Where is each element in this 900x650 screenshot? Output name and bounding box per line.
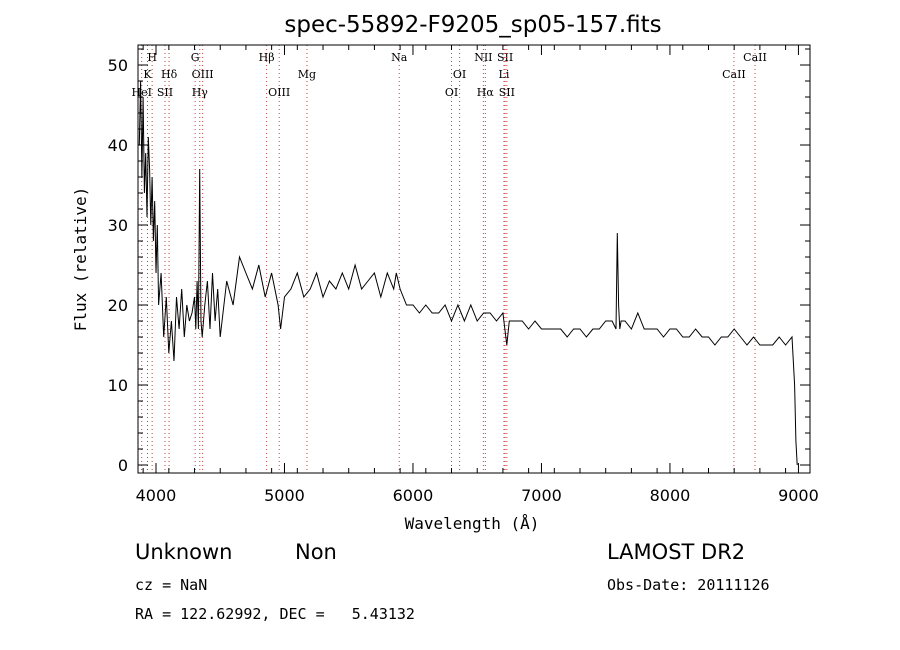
spectral-line-label: Li [499,68,510,81]
ra-dec-coordinates: RA = 122.62992, DEC = 5.43132 [135,605,415,623]
spectral-line-label: SII [157,86,173,99]
x-tick-label: 7000 [521,486,562,505]
spectral-line-label: OI [453,68,466,81]
redshift-cz: cz = NaN [135,576,208,594]
x-tick-label: 9000 [778,486,819,505]
y-tick-label: 0 [118,456,128,475]
x-tick-label: 4000 [136,486,177,505]
survey-name: LAMOST DR2 [607,540,746,564]
object-subclass: Non [295,540,337,564]
object-class: Unknown [135,540,233,564]
spectral-line-label: CaII [743,51,767,64]
chart-title: spec-55892-F9205_sp05-157.fits [284,12,661,38]
axis-ticks: 4000 5000 6000 7000 8000 9000 0 10 20 30 40 50 [108,45,819,505]
x-axis-label: Wavelength (Å) [405,514,540,533]
x-tick-label: 5000 [264,486,305,505]
y-tick-label: 30 [108,216,128,235]
spectrum-series-line [138,80,798,466]
plot-frame [137,44,811,474]
spectral-line-label: Hγ [192,86,209,99]
x-tick-label: 8000 [650,486,691,505]
spectral-line-label: OIII [192,68,214,81]
y-axis-label: Flux (relative) [71,187,90,332]
observation-date: Obs-Date: 20111126 [607,576,770,594]
spectral-line-label: Mg [298,68,316,81]
x-tick-label: 6000 [393,486,434,505]
spectral-line-label: NII [474,51,492,64]
spectral-line-label: SII [497,51,513,64]
spectral-line-label: H [147,51,157,64]
y-tick-label: 50 [108,56,128,75]
spectral-line-label: Hδ [161,68,178,81]
spectral-line-markers: HeI HK SII Hδ G OIII Hγ Hβ OIII Mg Na OI OI NII Hα SII L… [131,45,767,473]
spectral-line-label: Hβ [259,51,275,64]
spectral-line-label: CaII [722,68,746,81]
spectral-line-label: Hα [477,86,495,99]
spectral-line-label: OIII [268,86,290,99]
spectral-line-label: Na [391,51,408,64]
spectral-line-label: G [191,51,200,64]
y-tick-label: 40 [108,136,128,155]
y-tick-label: 20 [108,296,128,315]
spectral-line-label: K [143,68,152,81]
spectral-line-label: HeI [131,86,151,99]
spectral-line-label: OI [445,86,458,99]
y-tick-label: 10 [108,376,128,395]
spectral-line-label: SII [499,86,515,99]
